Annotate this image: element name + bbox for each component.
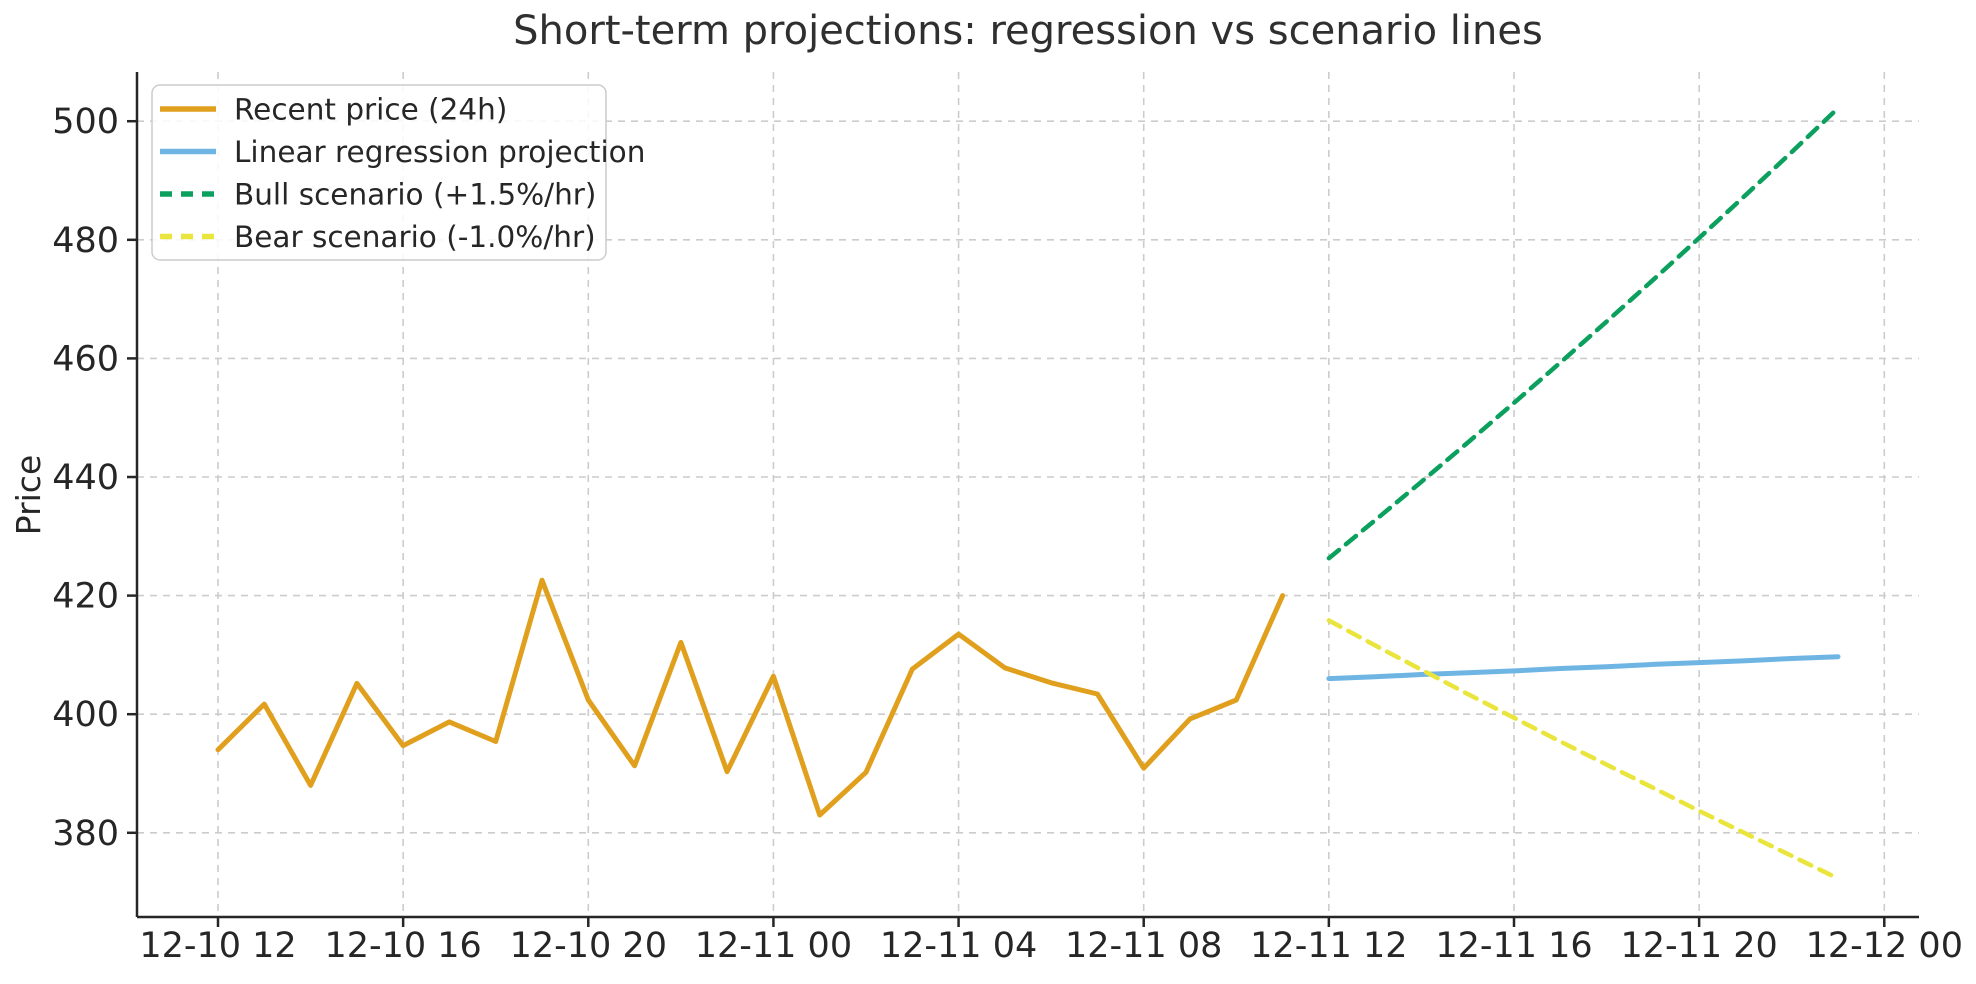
x-tick-label: 12-11 12	[1250, 926, 1407, 966]
axes-layer: 12-10 12 12-10 16 12-10 20 12-11 00 12-11 04…	[52, 72, 1963, 966]
x-tick-label: 12-11 00	[695, 926, 852, 966]
y-axis-label: Price	[9, 455, 48, 536]
y-tick-label: 380	[52, 814, 119, 854]
legend-label-3: Bear scenario (-1.0%/hr)	[234, 220, 596, 254]
legend-label-1: Linear regression projection	[234, 135, 645, 169]
y-tick-label: 460	[52, 339, 119, 379]
series-line-0	[215, 577, 1286, 818]
x-tick-label: 12-12 00	[1806, 926, 1963, 966]
y-tick-label: 480	[52, 221, 119, 261]
x-tick-label: 12-10 12	[139, 926, 296, 966]
y-tick-label: 400	[52, 695, 119, 735]
y-tick-label: 420	[52, 577, 119, 617]
series-line-1	[1326, 654, 1841, 682]
legend-label-0: Recent price (24h)	[234, 93, 507, 127]
series-line-2	[1326, 105, 1841, 561]
x-tick-label: 12-10 20	[510, 926, 667, 966]
series-line-3	[1326, 618, 1841, 881]
y-tick-label: 500	[52, 102, 119, 142]
y-tick-label: 440	[52, 458, 119, 498]
legend: Recent price (24h) Linear regression proj…	[151, 84, 645, 261]
x-tick-label: 12-11 08	[1065, 926, 1222, 966]
series-layer	[215, 105, 1841, 881]
x-tick-label: 12-11 20	[1620, 926, 1777, 966]
chart-title: Short-term projections: regression vs sc…	[513, 8, 1543, 54]
x-tick-label: 12-10 16	[324, 926, 481, 966]
x-tick-label: 12-11 04	[880, 926, 1037, 966]
grid-layer	[137, 72, 1919, 917]
legend-label-2: Bull scenario (+1.5%/hr)	[234, 178, 596, 212]
legend-box	[151, 84, 607, 261]
x-tick-label: 12-11 16	[1435, 926, 1592, 966]
